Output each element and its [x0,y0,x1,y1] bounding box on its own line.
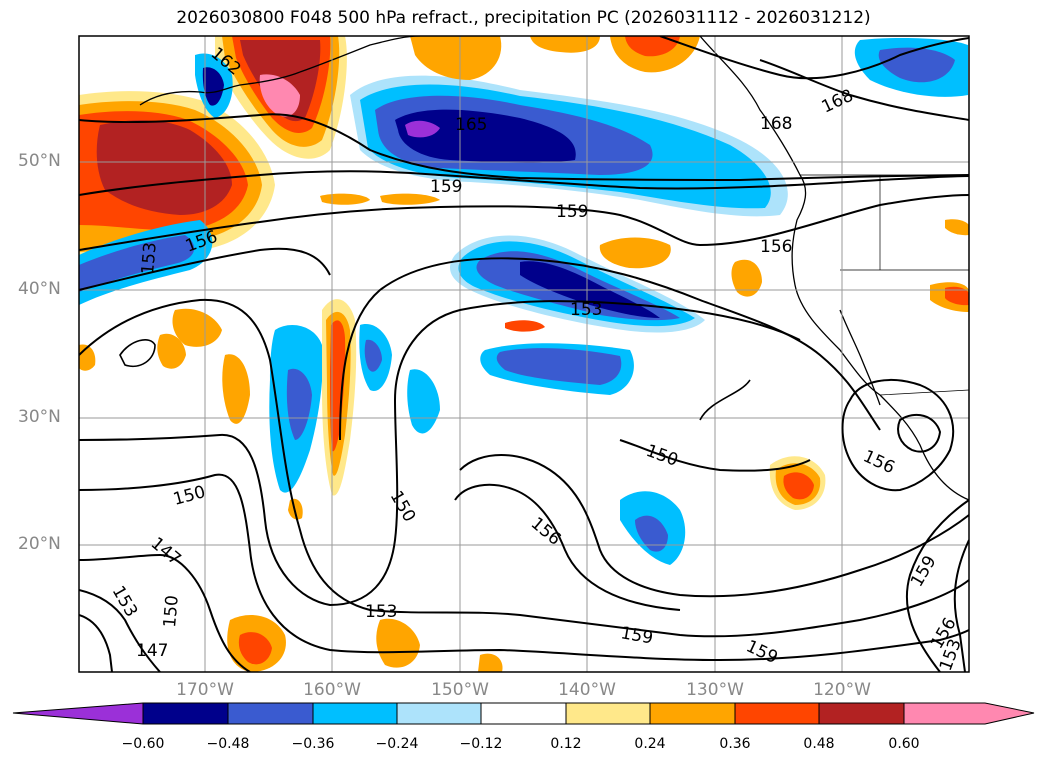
colorbar-swatch [819,703,904,724]
contour-label: 153 [108,583,142,621]
contour-label: 159 [907,552,941,590]
contour-label: 159 [556,202,588,222]
contour-label: 159 [743,636,781,668]
colorbar-swatch [143,703,228,724]
contour-label: 153 [138,241,161,275]
colorbar-label: 0.24 [634,736,666,752]
precipitation-fill [79,36,969,672]
colorbar-swatch [566,703,650,724]
colorbar-extend-high [904,703,1034,724]
colorbar-swatch [735,703,819,724]
contour-label: 147 [147,534,185,570]
contour-label: 156 [860,446,898,478]
colorbar-label: 0.12 [550,736,582,752]
contour-label: 156 [527,514,565,550]
contour-label: 153 [570,300,602,320]
lat-label: 30°N [18,407,61,427]
map-title: 2026030800 F048 500 hPa refract., precip… [176,8,871,28]
colorbar-swatch [481,703,566,724]
lon-label: 140°W [558,680,616,700]
contour-label: 147 [136,641,168,661]
map-frame [78,35,970,673]
contour-label: 159 [619,623,654,648]
colorbar [12,702,1035,725]
colorbar-swatch [228,703,313,724]
contour-label: 168 [760,114,792,134]
contour-label: 150 [643,441,680,471]
gridlines [79,36,969,672]
colorbar-label: −0.36 [291,736,335,752]
height-contours [79,36,969,672]
lat-label: 50°N [18,151,61,171]
contour-label: 150 [160,594,183,628]
lat-label: 20°N [18,534,61,554]
colorbar-label: 0.36 [719,736,751,752]
contour-label: 156 [760,237,792,257]
colorbar-swatch [313,703,397,724]
colorbar-label: −0.12 [459,736,503,752]
thin-contours [119,339,751,421]
contour-label: 165 [455,115,487,135]
lon-label: 120°W [813,680,871,700]
coastlines [139,36,969,501]
colorbar-label: −0.48 [206,736,250,752]
lon-label: 170°W [176,680,234,700]
colorbar-swatch [397,703,481,724]
contour-label: 153 [365,602,397,622]
lon-label: 160°W [303,680,361,700]
contour-label: 150 [171,482,208,510]
colorbar-label: −0.24 [375,736,419,752]
colorbar-swatch [650,703,735,724]
lon-label: 130°W [686,680,744,700]
lat-label: 40°N [18,279,61,299]
lon-label: 150°W [431,680,489,700]
colorbar-label: −0.60 [121,736,165,752]
contour-label: 159 [430,177,462,197]
colorbar-label: 0.60 [888,736,920,752]
colorbar-extend-low [13,703,143,724]
colorbar-label: 0.48 [803,736,835,752]
contour-label: 168 [819,86,857,118]
contour-label: 150 [386,488,420,526]
